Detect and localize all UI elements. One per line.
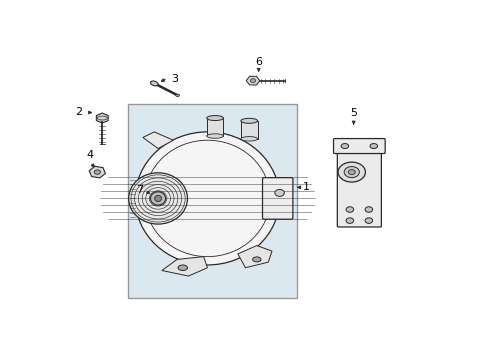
Ellipse shape [94,170,100,174]
Ellipse shape [241,136,258,141]
FancyBboxPatch shape [263,177,293,219]
Ellipse shape [344,167,359,177]
FancyBboxPatch shape [207,118,223,136]
Ellipse shape [150,192,166,205]
Text: 1: 1 [302,183,309,192]
Ellipse shape [338,162,366,182]
Ellipse shape [365,207,373,212]
Ellipse shape [250,79,256,82]
Ellipse shape [129,173,188,224]
Ellipse shape [178,265,188,270]
Ellipse shape [275,189,284,196]
Ellipse shape [346,218,354,223]
Ellipse shape [150,81,158,86]
Ellipse shape [253,257,261,262]
Ellipse shape [155,195,162,202]
Text: 6: 6 [255,57,262,67]
Ellipse shape [207,134,223,138]
Polygon shape [162,257,207,276]
Ellipse shape [341,144,349,149]
Ellipse shape [176,94,179,96]
Text: 2: 2 [75,108,82,117]
Ellipse shape [135,132,280,265]
Text: 7: 7 [136,185,143,195]
FancyBboxPatch shape [334,139,385,153]
FancyBboxPatch shape [337,148,381,227]
Ellipse shape [346,207,354,212]
Text: 3: 3 [172,74,178,84]
Ellipse shape [348,170,355,175]
Polygon shape [143,132,173,149]
Text: 4: 4 [86,150,93,159]
Text: 5: 5 [350,108,357,118]
Ellipse shape [370,144,378,149]
Polygon shape [238,246,272,268]
FancyBboxPatch shape [128,104,297,298]
Ellipse shape [241,118,258,123]
Ellipse shape [365,218,373,223]
FancyBboxPatch shape [241,121,258,139]
Ellipse shape [207,116,223,121]
